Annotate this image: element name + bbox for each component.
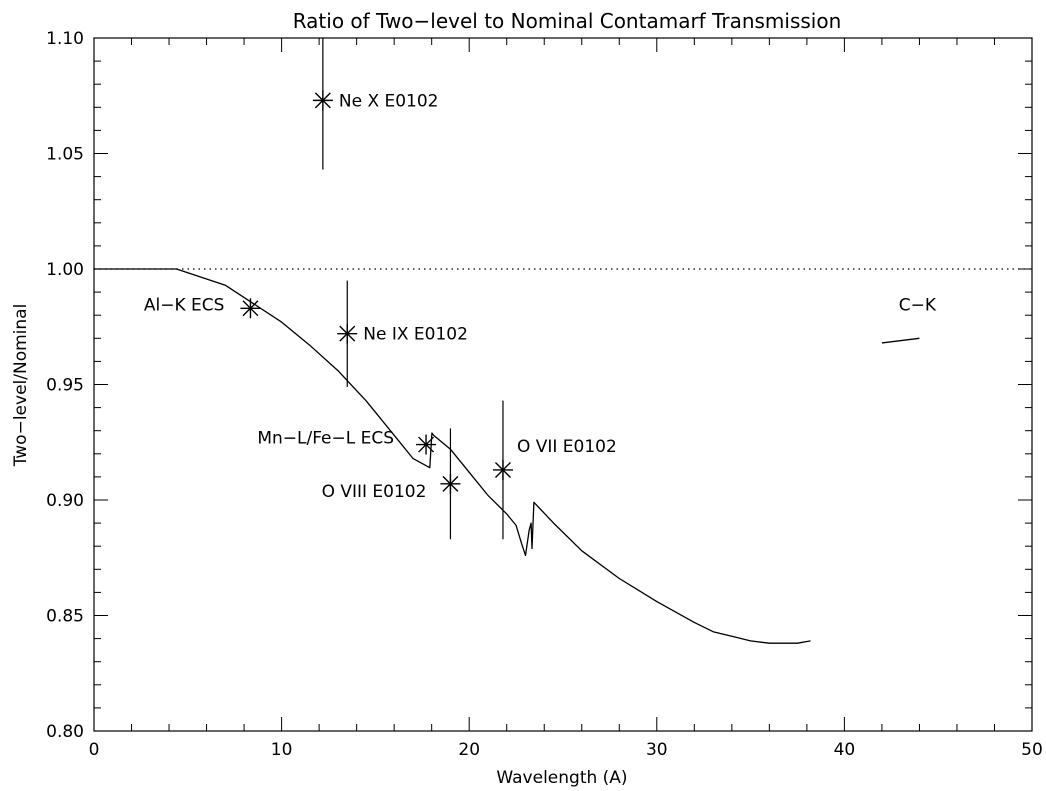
x-tick-label: 50 [1021, 740, 1043, 760]
x-tick-label: 10 [271, 740, 293, 760]
series-line-two-level-ratio [94, 268, 811, 644]
data-point [492, 459, 513, 480]
chart-title: Ratio of Two−level to Nominal Contamarf … [293, 9, 842, 33]
y-tick-label: 1.05 [46, 145, 84, 165]
data-label: Al−K ECS [144, 295, 225, 315]
x-tick-label: 30 [646, 740, 668, 760]
y-tick-label: 0.90 [46, 491, 84, 511]
marker-stroke [339, 325, 356, 342]
data-label: O VIII E0102 [322, 482, 427, 502]
data-label: O VII E0102 [517, 437, 617, 457]
plot-frame [93, 37, 1033, 732]
x-tick-label: 20 [458, 740, 480, 760]
marker-stroke [314, 92, 331, 109]
y-axis-label: Two−level/Nominal [11, 304, 31, 468]
x-tick-label: 40 [834, 740, 856, 760]
y-tick-label: 0.80 [46, 722, 84, 742]
x-tick-label: 0 [89, 740, 100, 760]
data-point [440, 473, 461, 494]
data-point [240, 298, 261, 319]
marker-stroke [442, 475, 459, 492]
annotation-label: C−K [899, 296, 937, 316]
data-point [416, 434, 437, 455]
x-axis-label: Wavelength (A) [496, 768, 627, 788]
y-tick-label: 1.00 [46, 260, 84, 280]
data-point [312, 90, 333, 111]
data-label: Ne IX E0102 [363, 325, 468, 345]
data-label: Mn−L/Fe−L ECS [257, 429, 394, 449]
y-tick-label: 1.10 [46, 29, 84, 49]
y-tick-label: 0.95 [46, 376, 84, 396]
marker-stroke [242, 300, 259, 317]
series-line-c-k [881, 337, 920, 344]
y-tick-label: 0.85 [46, 607, 84, 627]
data-point [337, 323, 358, 344]
marker-stroke [418, 436, 435, 453]
marker-stroke [494, 461, 511, 478]
data-label: Ne X E0102 [339, 91, 439, 111]
